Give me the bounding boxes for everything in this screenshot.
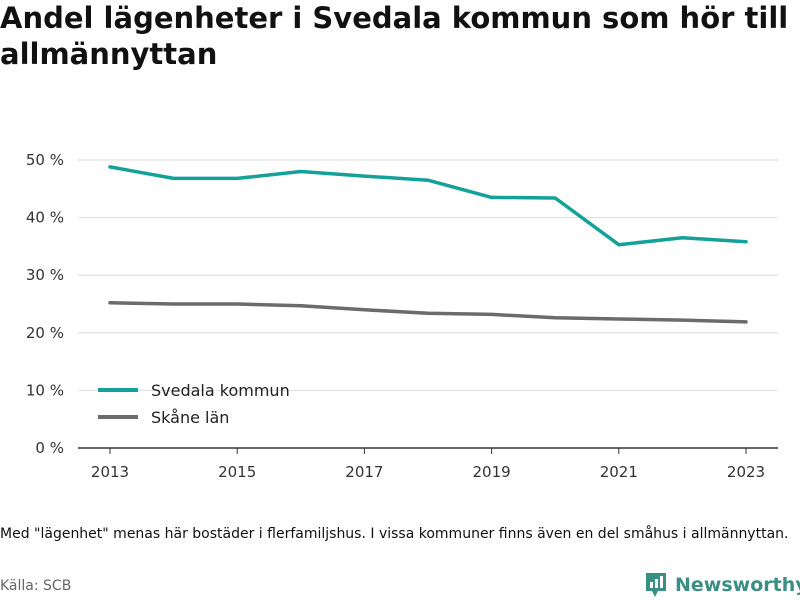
source-label: Källa: SCB xyxy=(0,578,72,594)
x-tick-label: 2019 xyxy=(473,463,511,481)
y-tick-label: 20 % xyxy=(26,324,64,342)
series-line xyxy=(108,165,748,247)
x-tick-label: 2013 xyxy=(91,463,129,481)
legend-label: Svedala kommun xyxy=(151,381,290,400)
x-axis-ticks: 2013 2015 2017 2019 2021 2023 xyxy=(91,448,765,481)
brand-logo: Newsworthy xyxy=(644,570,800,600)
y-tick-label: 10 % xyxy=(26,381,64,399)
x-tick-label: 2015 xyxy=(218,463,256,481)
grid-lines xyxy=(78,159,778,391)
newsworthy-icon xyxy=(646,573,666,597)
y-axis-ticks: 0 % 10 % 20 % 30 % 40 % 50 % xyxy=(26,151,64,457)
y-tick-label: 30 % xyxy=(26,266,64,284)
brand-name: Newsworthy xyxy=(675,574,800,596)
y-tick-label: 0 % xyxy=(35,439,64,457)
x-tick-label: 2021 xyxy=(600,463,638,481)
y-tick-label: 50 % xyxy=(26,151,64,169)
legend-label: Skåne län xyxy=(151,408,229,427)
series-lines xyxy=(108,165,748,324)
legend: Svedala kommun Skåne län xyxy=(98,381,290,427)
y-tick-label: 40 % xyxy=(26,209,64,227)
series-line xyxy=(108,301,748,324)
x-tick-label: 2017 xyxy=(345,463,383,481)
footnote: Med "lägenhet" menas här bostäder i fler… xyxy=(0,526,789,542)
x-tick-label: 2023 xyxy=(727,463,765,481)
chart-title: Andel lägenheter i Svedala kommun som hö… xyxy=(0,1,789,71)
